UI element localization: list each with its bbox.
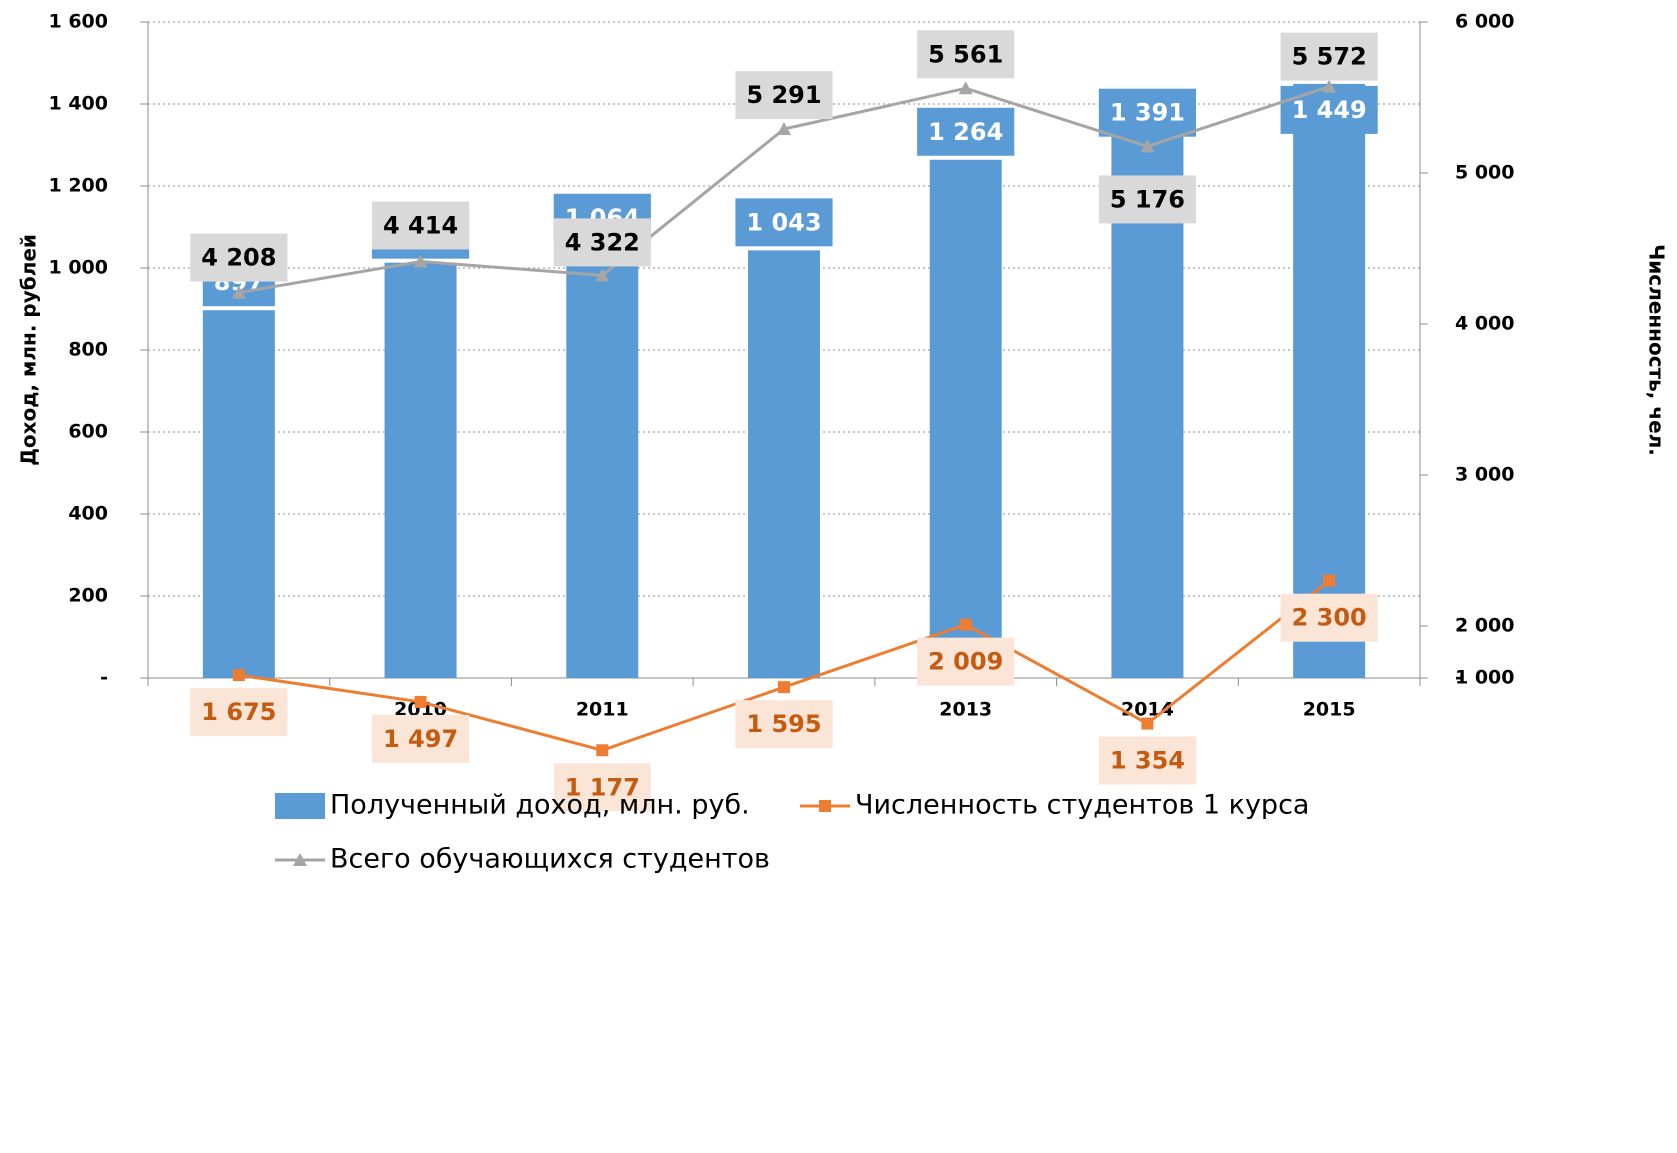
- point-label-box: [1098, 736, 1197, 785]
- point-label-box: [735, 700, 833, 749]
- legend-swatch: [275, 793, 325, 819]
- bar-label: 1 264: [928, 118, 1003, 146]
- point-label: 5 176: [1110, 185, 1185, 213]
- bar-label: 1 043: [746, 208, 821, 236]
- x-tick-label: 2013: [939, 699, 992, 721]
- point-label-box: [190, 688, 288, 737]
- point-label-box: [553, 763, 651, 812]
- x-tick-label: 2011: [576, 699, 629, 721]
- legend-label: Полученный доход, млн. руб.: [330, 790, 750, 821]
- legend-swatch: [293, 853, 307, 866]
- y2-axis-title: Численность, чел.: [1645, 244, 1669, 456]
- marker: [1141, 717, 1154, 730]
- y2-tick-label: 1 000: [1455, 667, 1515, 689]
- y-tick-label: 1 400: [49, 93, 109, 115]
- y2-tick-label: 5 000: [1455, 162, 1515, 184]
- point-label-box: [917, 637, 1015, 686]
- y-tick-label: 800: [68, 339, 108, 361]
- point-label-box: [735, 71, 833, 120]
- legend-swatch: [819, 800, 831, 812]
- point-label: 5 572: [1292, 43, 1367, 71]
- marker: [1323, 574, 1336, 587]
- y-tick-label: 200: [68, 585, 108, 607]
- y2-tick-label: 2 000: [1455, 615, 1515, 637]
- y-tick-label: 1 600: [49, 11, 109, 33]
- point-label: 2 300: [1292, 604, 1367, 632]
- point-label: 1 595: [746, 710, 821, 738]
- marker: [778, 681, 790, 694]
- point-label-box: [1280, 32, 1378, 81]
- point-label: 4 414: [383, 211, 458, 239]
- point-label: 4 208: [201, 244, 276, 272]
- y-tick-label: 1 000: [49, 257, 109, 279]
- point-label: 5 291: [746, 81, 821, 109]
- bar: [202, 310, 275, 678]
- marker: [413, 254, 428, 268]
- y-axis-title: Доход, млн. рублей: [17, 234, 41, 466]
- y-tick-label: 600: [68, 421, 108, 443]
- y2-tick-label: 4 000: [1455, 313, 1515, 335]
- bar: [384, 262, 457, 678]
- legend-label: Всего обучающихся студентов: [330, 844, 770, 875]
- marker: [231, 285, 246, 299]
- y-tick-label: 1 200: [49, 175, 109, 197]
- marker: [596, 744, 609, 757]
- bar-label: 1 449: [1292, 96, 1367, 124]
- marker: [1140, 139, 1155, 153]
- marker: [414, 695, 427, 708]
- marker: [958, 81, 973, 95]
- bar-label-box: [735, 198, 833, 247]
- legend-label: Численность студентов 1 курса: [855, 790, 1309, 821]
- bar-label-box: [917, 107, 1015, 156]
- marker: [232, 669, 245, 682]
- point-label: 4 322: [565, 228, 640, 256]
- point-label: 1 497: [383, 725, 458, 753]
- point-label-box: [371, 201, 470, 250]
- marker: [959, 618, 972, 631]
- point-label-box: [1280, 593, 1378, 642]
- x-tick-label: 2015: [1303, 699, 1356, 721]
- bar-label: 1 391: [1110, 99, 1185, 127]
- point-label-box: [553, 218, 651, 267]
- marker: [777, 122, 791, 136]
- point-label-box: [371, 714, 470, 763]
- marker: [595, 268, 610, 282]
- point-label: 1 354: [1110, 747, 1185, 775]
- point-label-box: [190, 233, 288, 282]
- point-label: 2 009: [928, 648, 1003, 676]
- point-label-box: [1098, 175, 1197, 224]
- bar-label-box: [1280, 85, 1378, 134]
- bar: [748, 250, 820, 678]
- bar: [929, 159, 1002, 678]
- bar: [1293, 83, 1366, 678]
- y-tick-label: -: [100, 667, 108, 689]
- bar: [566, 241, 639, 678]
- y2-tick-label: -: [1455, 667, 1463, 689]
- point-label-box: [917, 30, 1015, 79]
- y2-tick-label: 3 000: [1455, 464, 1515, 486]
- point-label: 1 675: [201, 698, 276, 726]
- point-label: 5 561: [928, 40, 1003, 68]
- point-label: 1 177: [565, 773, 640, 801]
- marker: [1322, 79, 1337, 93]
- y2-tick-label: 6 000: [1455, 11, 1515, 33]
- y-tick-label: 400: [68, 503, 108, 525]
- bar-label-box: [1098, 88, 1197, 137]
